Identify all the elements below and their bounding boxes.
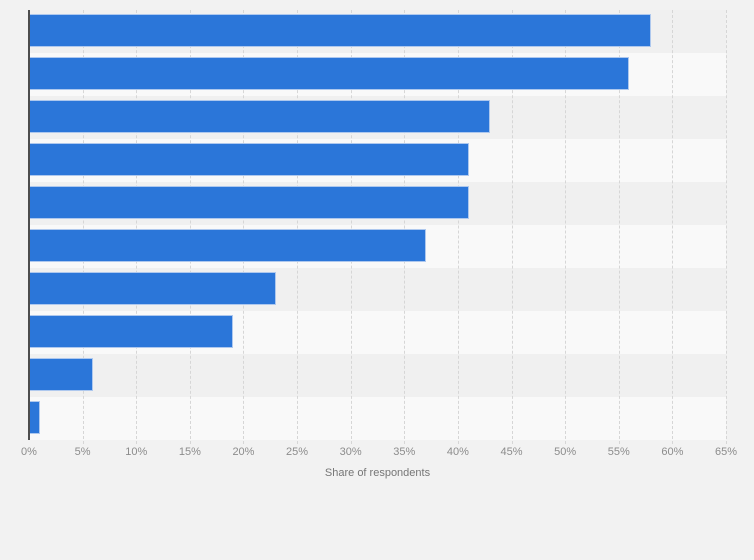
gridline — [457, 10, 459, 444]
x-tick-label: 5% — [74, 446, 91, 458]
gridline — [136, 10, 138, 444]
x-tick-label: 25% — [286, 446, 309, 458]
x-tick-label: 50% — [554, 446, 577, 458]
x-tick-label: 45% — [500, 446, 523, 458]
gridline — [404, 10, 406, 444]
gridline — [243, 10, 245, 444]
bar-segment[interactable] — [29, 358, 94, 391]
x-tick-label: 65% — [714, 446, 738, 458]
gridline — [618, 10, 620, 444]
bar-row — [29, 10, 726, 53]
bar-row — [29, 354, 726, 397]
plot-area — [28, 10, 727, 444]
x-tick-label: 60% — [661, 446, 684, 458]
x-axis-tick-labels: 0% 5% 10% 15% 20% 25% 30% 35% 40% 45% 50% 55% 60% 65% — [21, 446, 737, 460]
bar-segment[interactable] — [29, 186, 469, 219]
bar-segment[interactable] — [29, 315, 233, 348]
bar-row — [29, 182, 726, 225]
x-tick-label: 40% — [446, 446, 469, 458]
gridline — [350, 10, 352, 444]
x-tick-label: 0% — [21, 446, 37, 458]
bar-row — [29, 139, 726, 182]
gridline — [82, 10, 84, 444]
gridline — [511, 10, 513, 444]
x-tick-label: 15% — [178, 446, 201, 458]
gridline — [565, 10, 567, 444]
x-tick-label: 10% — [125, 446, 148, 458]
bar-row — [29, 53, 726, 96]
bar-row — [29, 225, 726, 268]
gridline — [672, 10, 674, 444]
x-axis-title: Share of respondents — [324, 467, 431, 479]
x-tick-label: 20% — [232, 446, 255, 458]
bar-segment[interactable] — [29, 229, 426, 262]
x-tick-label: 30% — [339, 446, 362, 458]
bar-segment[interactable] — [29, 143, 469, 176]
bar-segment[interactable] — [29, 14, 651, 47]
bar-row — [29, 96, 726, 139]
bar-segment[interactable] — [29, 57, 630, 90]
gridline — [189, 10, 191, 444]
bar-segment[interactable] — [29, 401, 40, 434]
x-tick-label: 35% — [393, 446, 416, 458]
bar-segment[interactable] — [29, 100, 491, 133]
x-tick-label: 55% — [607, 446, 630, 458]
gridline — [726, 10, 727, 444]
bar-row — [29, 397, 726, 440]
y-axis-line — [28, 10, 30, 440]
bar-segment[interactable] — [29, 272, 276, 305]
bar-row — [29, 268, 726, 311]
bar-row — [29, 311, 726, 354]
gridline — [297, 10, 299, 444]
